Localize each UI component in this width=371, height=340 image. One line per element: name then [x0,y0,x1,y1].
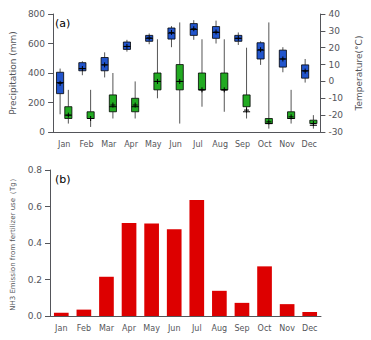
svg-text:400: 400 [28,68,45,78]
svg-text:200: 200 [28,98,45,108]
svg-text:Oct: Oct [258,140,272,149]
svg-text:Apr: Apr [124,140,139,149]
svg-text:800: 800 [28,9,45,19]
svg-text:Jan: Jan [54,324,67,333]
svg-text:Jun: Jun [168,140,182,149]
svg-text:Sep: Sep [235,140,250,149]
svg-text:Apr: Apr [122,324,137,333]
svg-text:Jan: Jan [57,140,70,149]
svg-text:0.8: 0.8 [28,165,43,175]
svg-text:0.6: 0.6 [28,202,43,212]
svg-text:-20: -20 [328,110,343,120]
svg-text:May: May [143,324,160,333]
svg-text:0: 0 [328,76,334,86]
svg-text:Dec: Dec [302,140,317,149]
svg-text:Dec: Dec [302,324,317,333]
svg-text:Oct: Oct [258,324,272,333]
svg-text:Jul: Jul [191,324,202,333]
svg-text:Nov: Nov [279,140,295,149]
svg-text:Sep: Sep [234,324,249,333]
svg-text:Feb: Feb [79,140,93,149]
svg-text:Aug: Aug [212,140,228,149]
svg-text:-30: -30 [328,127,343,137]
svg-text:Temperature(°C): Temperature(°C) [354,36,364,112]
svg-text:600: 600 [28,39,45,49]
svg-text:-10: -10 [328,93,343,103]
svg-text:May: May [145,140,162,149]
svg-text:Nov: Nov [279,324,295,333]
svg-text:10: 10 [328,60,340,70]
svg-text:0: 0 [39,127,45,137]
svg-text:30: 30 [328,26,340,36]
svg-text:Jul: Jul [192,140,203,149]
svg-text:Aug: Aug [212,324,228,333]
svg-text:Jun: Jun [167,324,181,333]
svg-text:40: 40 [328,9,340,19]
svg-text:0.4: 0.4 [28,238,43,248]
svg-text:0.0: 0.0 [28,311,43,321]
svg-text:Mar: Mar [99,324,115,333]
svg-text:Mar: Mar [101,140,117,149]
svg-text:(a): (a) [55,17,70,30]
svg-text:NH3 Emission from fertilizer u: NH3 Emission from fertilizer use（Tg） [9,175,17,311]
svg-text:0.2: 0.2 [28,275,42,285]
svg-text:20: 20 [328,43,340,53]
svg-text:(b): (b) [55,173,71,186]
svg-text:Feb: Feb [77,324,91,333]
svg-text:Precipitation (mm): Precipitation (mm) [8,31,18,115]
